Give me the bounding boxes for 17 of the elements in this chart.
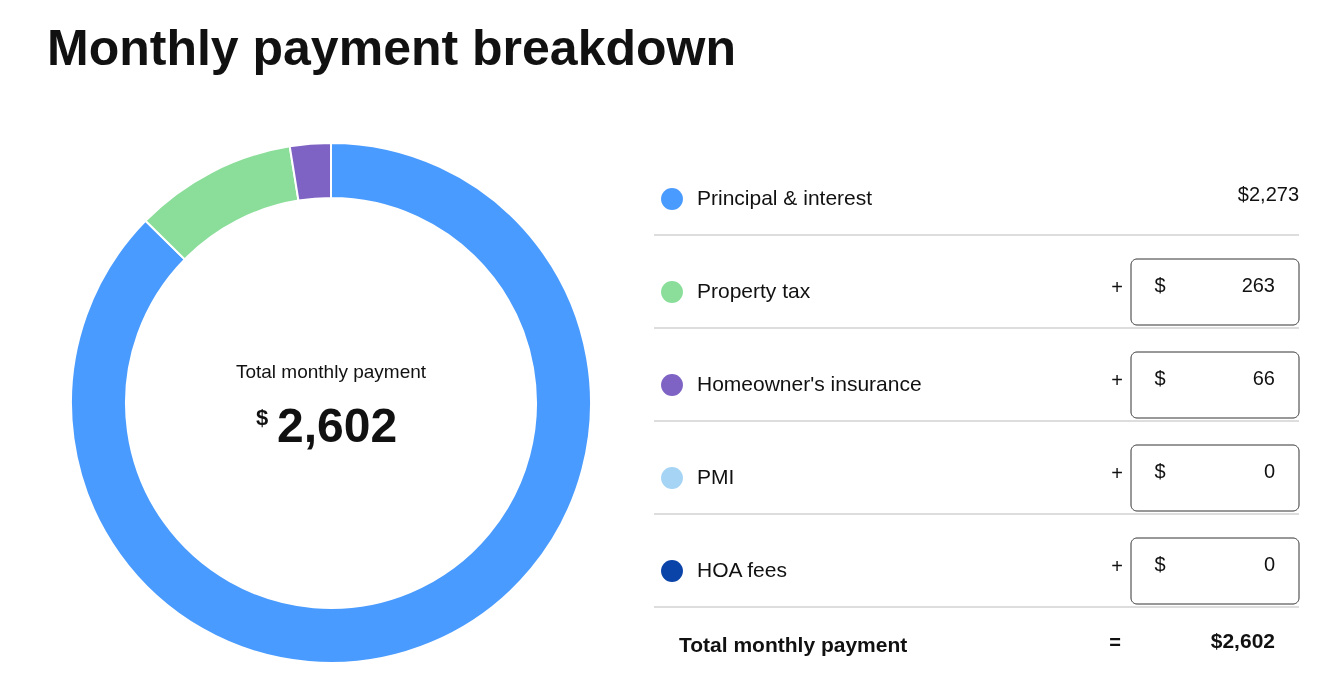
text: =	[1109, 631, 1121, 653]
text: + $ 66	[1111, 367, 1275, 391]
legend-label: HOA fees	[697, 558, 787, 581]
chart-title: Monthly payment breakdown	[47, 20, 736, 76]
text: $2,602	[1210, 629, 1275, 652]
donut-slice	[70, 142, 592, 664]
legend-label: Homeowner's insurance	[697, 372, 922, 395]
text: + $ 0	[1111, 553, 1275, 577]
text: + $ 263	[1111, 274, 1275, 298]
legend-label: Principal & interest	[697, 186, 873, 209]
text: Total monthly payment	[235, 361, 427, 382]
legend-label: PMI	[697, 465, 735, 488]
text: + $ 0	[1111, 460, 1275, 484]
text: $ 2,602	[255, 399, 398, 452]
legend-label: Property tax	[697, 279, 811, 302]
data-label: $2,273	[1237, 183, 1299, 205]
text: Total monthly payment	[679, 633, 908, 656]
